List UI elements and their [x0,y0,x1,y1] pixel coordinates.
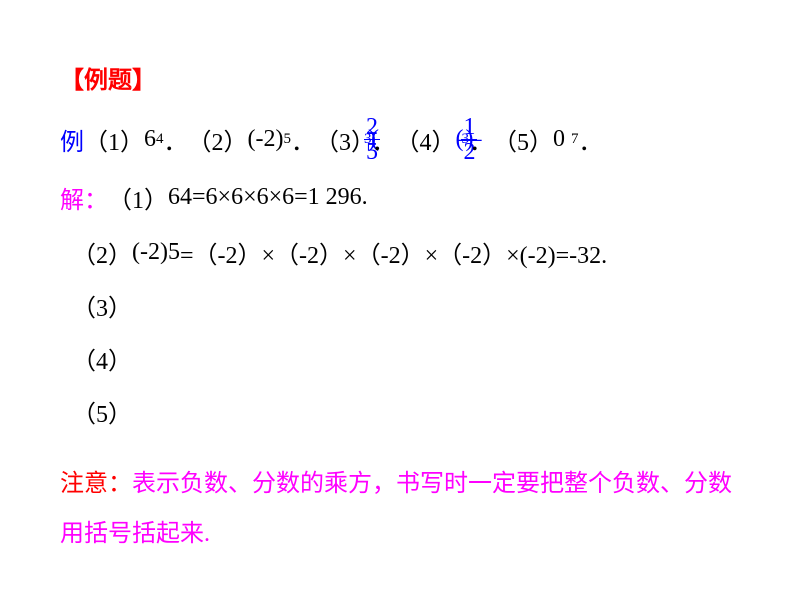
problem3-exp: 3 [364,131,372,148]
sep1: ． [164,122,188,157]
solution-line-4: （4） [60,341,739,376]
solution2-open: （2） [72,235,132,270]
note-head: 注意： [60,471,132,497]
problem4-open: （4） [395,122,455,157]
solution1-base: 6 [168,184,180,211]
problem1-open: （1） [84,122,144,157]
problem5-exp: 7 [571,131,579,148]
problem2-base: (-2) [248,126,284,153]
solution-line-2: （2） (-2) 5 =（-2）×（-2）×（-2）×（-2）×(-2)=-32… [60,235,739,270]
solution3-open: （3） [72,288,132,323]
problem5-open: （5） [493,122,553,157]
solution1-open: （1） [108,180,168,215]
solution5-open: （5） [72,394,132,429]
sep3: ． [371,122,395,157]
problem4-dash: — [457,126,481,153]
solution2-exp: 5 [168,239,180,266]
note-block: 注意：表示负数、分数的乘方，书写时一定要把整个负数、分数用括号括起来. [60,459,739,560]
problem1-exp: 4 [156,131,164,148]
header-line: 【例题】 [60,60,739,95]
solution-line-5: （5） [60,394,739,429]
solution2-body: =（-2）×（-2）×（-2）×（-2）×(-2)=-32. [180,235,607,270]
solution4-open: （4） [72,341,132,376]
sep5: ． [578,122,602,157]
header-title: 【例题】 [60,60,156,95]
solution2-base: (-2) [132,239,168,266]
solution-line-1: 解： （1） 6 4 =6×6×6×6=1 296. [60,180,739,215]
solution1-exp: 4 [180,184,192,211]
problem2-open: （2） [188,122,248,157]
problem2-exp: 5 [283,131,291,148]
problem5-base: 0 [553,126,565,153]
sep2: ． [291,122,315,157]
solution-line-3: （3） [60,288,739,323]
problem1-base: 6 [144,126,156,153]
solution1-body: =6×6×6×6=1 296. [192,184,368,211]
problem-line: 例 （1） 6 4 ． （2） (-2) 5 ． （3） ( 2 5 ) 3 ．… [60,115,739,164]
problem-lead: 例 [60,122,84,157]
solution-head: 解： [60,180,108,215]
note-body: 表示负数、分数的乘方，书写时一定要把整个负数、分数用括号括起来. [60,471,732,547]
